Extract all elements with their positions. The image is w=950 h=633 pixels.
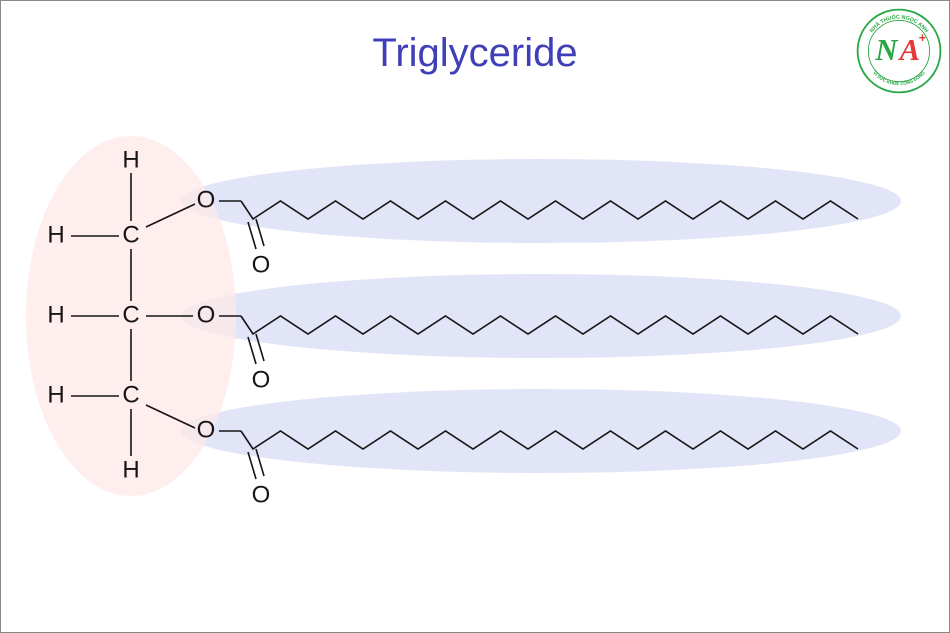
atom-label-o: O (252, 366, 271, 393)
atom-label: C (122, 221, 139, 248)
atom-label: O (197, 416, 216, 443)
atom-label: H (122, 456, 139, 483)
atom-label: H (47, 221, 64, 248)
fatty-acid-highlight (181, 389, 901, 473)
atom-label-o: O (252, 481, 271, 508)
atom-label: O (197, 301, 216, 328)
atom-label: C (122, 381, 139, 408)
svg-text:+: + (919, 31, 926, 45)
atom-label: H (47, 381, 64, 408)
diagram-title: Triglyceride (372, 31, 577, 76)
fatty-acid-highlight (181, 159, 901, 243)
atom-label: O (197, 186, 216, 213)
atom-label: H (47, 301, 64, 328)
svg-text:N: N (874, 33, 898, 67)
atom-label: H (122, 146, 139, 173)
svg-text:A: A (898, 33, 920, 67)
triglyceride-diagram: O O O H H C O H C O H C O H (1, 101, 950, 631)
atom-label: C (122, 301, 139, 328)
atom-label-o: O (252, 251, 271, 278)
watermark-logo: NHÀ THUỐC NGỌC ANHVÌ SỨC KHỎE CỘNG ĐỒNGN… (854, 6, 944, 96)
fatty-acid-highlight (181, 274, 901, 358)
